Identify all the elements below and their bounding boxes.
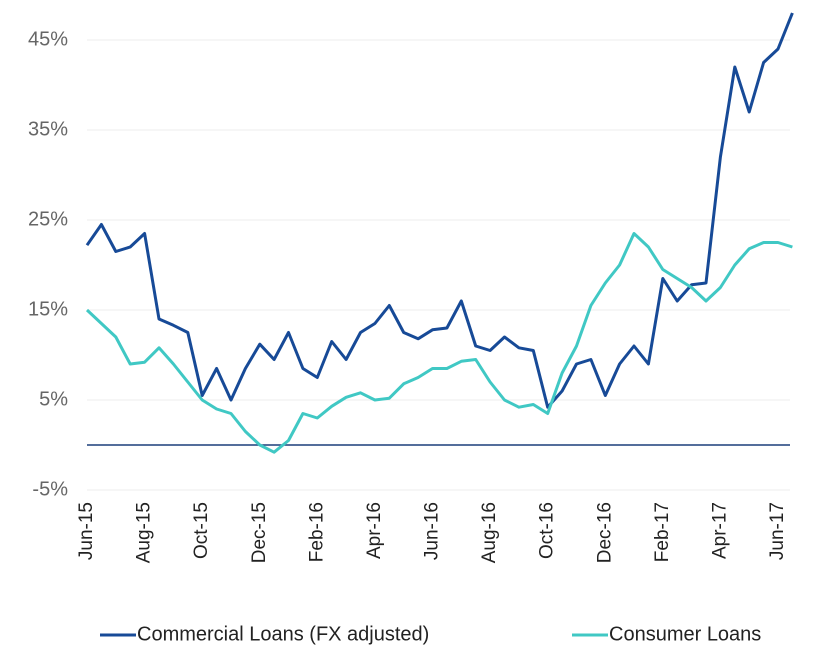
y-tick-label: 45% (28, 28, 68, 50)
legend-label: Commercial Loans (FX adjusted) (137, 623, 429, 645)
x-tick-label: Apr-17 (709, 502, 730, 559)
y-tick-label: 25% (28, 208, 68, 230)
y-tick-label: -5% (32, 478, 68, 500)
x-tick-label: Jun-16 (422, 502, 443, 560)
x-tick-label: Jun-17 (767, 502, 788, 560)
x-tick-label: Oct-15 (191, 502, 212, 559)
x-tick-label: Jun-15 (76, 502, 97, 560)
series-line (85, 232, 793, 454)
x-tick-label: Feb-16 (306, 502, 327, 562)
x-tick-label: Aug-15 (134, 502, 155, 563)
series-line (85, 12, 794, 409)
x-tick-label: Oct-16 (537, 502, 558, 559)
y-tick-label: 35% (28, 118, 68, 140)
legend-label: Consumer Loans (609, 623, 761, 645)
y-tick-label: 15% (28, 298, 68, 320)
x-tick-label: Apr-16 (364, 502, 385, 559)
x-tick-label: Dec-15 (249, 502, 270, 563)
x-tick-label: Feb-17 (652, 502, 673, 562)
y-tick-label: 5% (39, 388, 68, 410)
x-tick-label: Aug-16 (479, 502, 500, 563)
x-tick-label: Dec-16 (594, 502, 615, 563)
